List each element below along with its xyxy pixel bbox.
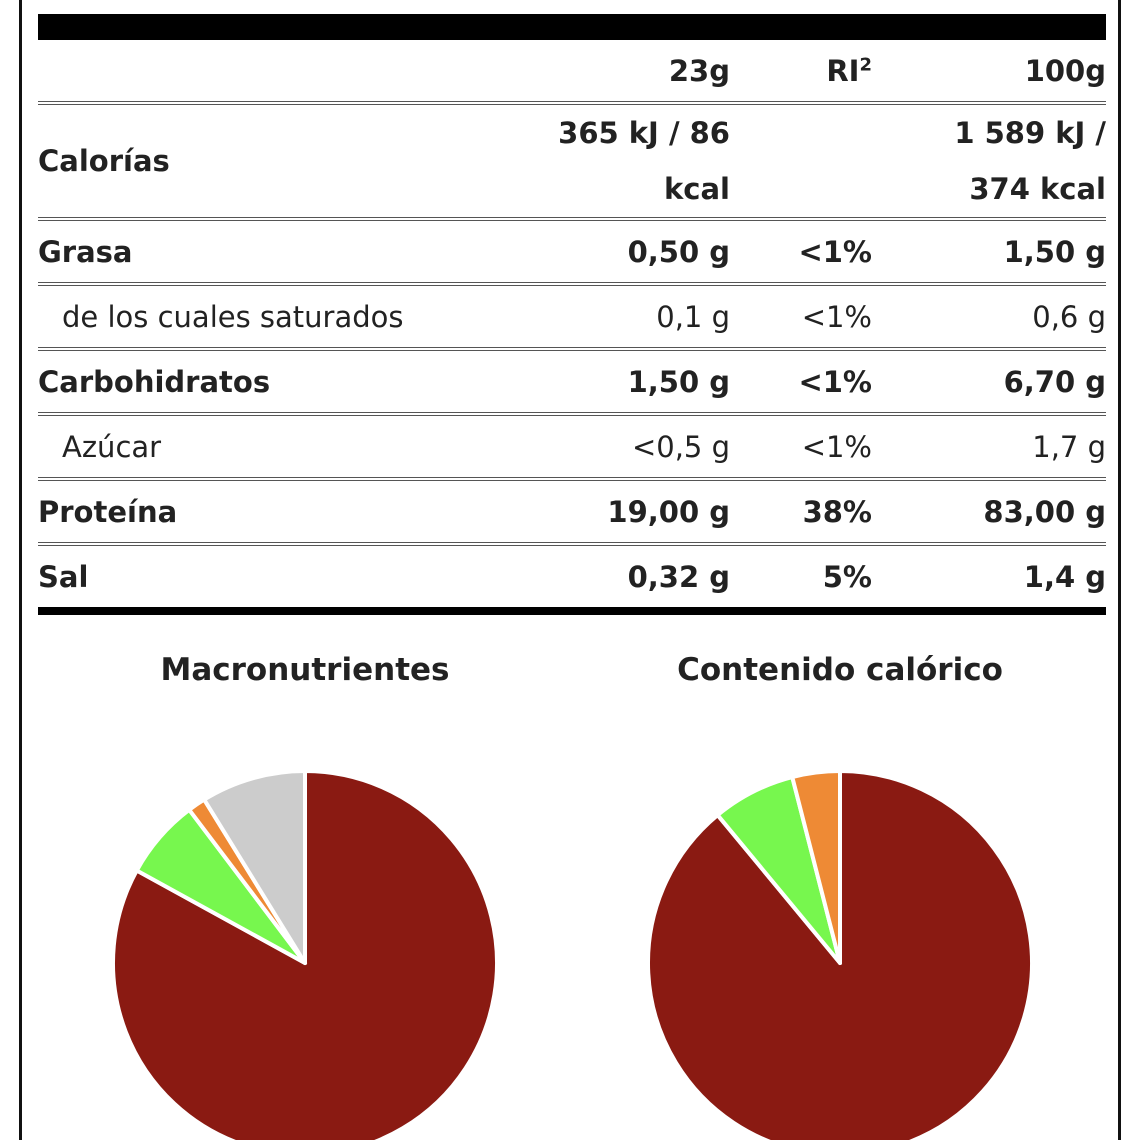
per-serving: 0,32 g <box>490 544 730 615</box>
ri-cell: 5% <box>730 544 872 615</box>
table-row: Carbohidratos 1,50 g <1% 6,70 g <box>38 349 1106 416</box>
header-cell: 100g <box>872 40 1106 105</box>
per-100g: 1,4 g <box>872 544 1106 615</box>
ri-value: <1% <box>801 299 872 334</box>
ri-cell: <1% <box>730 219 872 286</box>
nutrition-table: 23g RI2 100g Calorías 365 kJ / 86 kcal 1 5… <box>38 40 1106 615</box>
ri-cell: <1% <box>730 349 872 416</box>
nutrient-label: de los cuales saturados <box>38 284 490 351</box>
frame-left <box>19 0 22 1140</box>
header-row: 23g RI2 100g <box>38 40 1106 105</box>
ri-cell: 38% <box>730 479 872 546</box>
per-serving: 1,50 g <box>490 349 730 416</box>
table-body: 23g RI2 100g Calorías 365 kJ / 86 kcal 1 5… <box>38 40 1106 615</box>
per-100g-value: 1,7 g <box>1032 429 1106 464</box>
per-serving: 19,00 g <box>490 479 730 546</box>
per-100g-value: 1,4 g <box>1023 559 1106 594</box>
per-100g: 1,7 g <box>872 414 1106 481</box>
nutrient-label: Carbohidratos <box>38 349 490 416</box>
ri-note: 2 <box>859 53 872 75</box>
ri-value: 5% <box>822 559 872 594</box>
nutrient-label: Proteína <box>38 479 490 546</box>
per-serving-value: 19,00 g <box>607 494 730 529</box>
nutrient-label: Azúcar <box>38 414 490 481</box>
per-100g: 0,6 g <box>872 284 1106 351</box>
table-row: Azúcar <0,5 g <1% 1,7 g <box>38 414 1106 481</box>
frame-right <box>1118 0 1121 1140</box>
table-row: Calorías 365 kJ / 86 kcal 1 589 kJ / 374 k… <box>38 103 1106 221</box>
per-100g-value: 83,00 g <box>983 494 1106 529</box>
per-100g: 1,50 g <box>872 219 1106 286</box>
ri-value: <1% <box>798 234 872 269</box>
header-bar <box>38 14 1106 40</box>
header-cell <box>38 40 490 105</box>
per-serving-value: 1,50 g <box>627 364 730 399</box>
pie-slice <box>790 769 842 965</box>
nutrient-label: Grasa <box>38 219 490 286</box>
nutrient-label: Calorías <box>38 103 490 221</box>
header-cell: RI2 <box>730 40 872 105</box>
per-serving: 0,1 g <box>490 284 730 351</box>
ri-value: 38% <box>802 494 872 529</box>
ri-label: RI <box>826 53 860 88</box>
per-serving-value: 0,1 g <box>656 299 730 334</box>
per-100g-value: 1,50 g <box>1003 234 1106 269</box>
ri-cell <box>730 103 872 221</box>
per-serving: 365 kJ / 86 kcal <box>490 103 730 221</box>
per-100g-value: 0,6 g <box>1032 299 1106 334</box>
per-serving-value: <0,5 g <box>631 429 730 464</box>
per-serving: <0,5 g <box>490 414 730 481</box>
per-100g-value: 1 589 kJ / 374 kcal <box>954 116 1106 206</box>
ri-cell: <1% <box>730 284 872 351</box>
per-serving: 0,50 g <box>490 219 730 286</box>
table-row: Sal 0,32 g 5% 1,4 g <box>38 544 1106 615</box>
table-row: Proteína 19,00 g 38% 83,00 g <box>38 479 1106 546</box>
per-100g: 83,00 g <box>872 479 1106 546</box>
per-serving-value: 365 kJ / 86 kcal <box>558 116 730 206</box>
ri-cell: <1% <box>730 414 872 481</box>
per-100g: 1 589 kJ / 374 kcal <box>872 103 1106 221</box>
per-serving-value: 0,50 g <box>627 234 730 269</box>
chart-title: Macronutrientes <box>161 652 450 688</box>
ri-value: <1% <box>798 364 872 399</box>
chart-title: Contenido calórico <box>677 652 1003 688</box>
per-serving-value: 0,32 g <box>627 559 730 594</box>
ri-value: <1% <box>801 429 872 464</box>
per-100g-value: 6,70 g <box>1003 364 1106 399</box>
table-row: Grasa 0,50 g <1% 1,50 g <box>38 219 1106 286</box>
pie-slice <box>202 769 307 965</box>
table-row: de los cuales saturados 0,1 g <1% 0,6 g <box>38 284 1106 351</box>
header-cell: 23g <box>490 40 730 105</box>
per-100g: 6,70 g <box>872 349 1106 416</box>
nutrient-label: Sal <box>38 544 490 615</box>
charts: Macronutrientes Contenido calórico <box>111 652 1034 1140</box>
